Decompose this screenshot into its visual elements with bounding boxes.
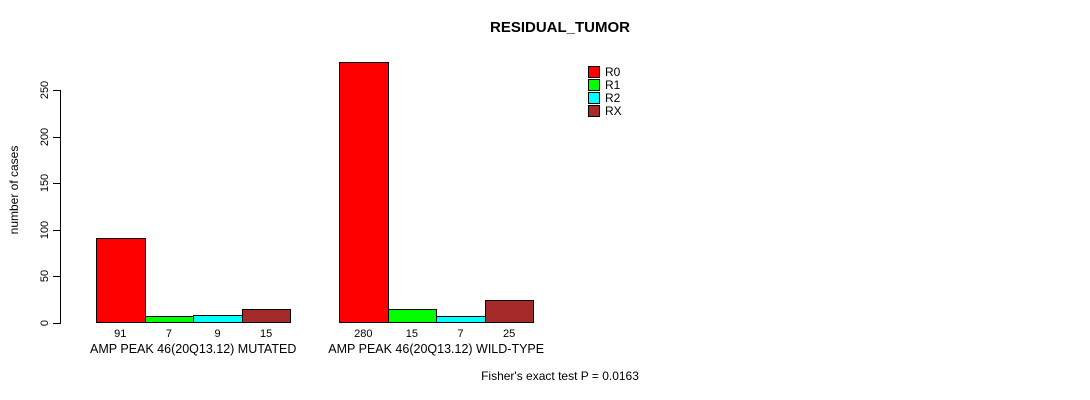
bar-value-label: 91 [114,328,127,340]
bar-value-label: 15 [259,328,273,340]
legend-label: R1 [605,78,621,93]
legend-swatch-r2 [588,91,600,104]
legend-label: RX [605,103,622,118]
bar-r1 [387,309,438,323]
y-tick-label: 50 [39,270,51,283]
bar-rx [241,309,292,323]
bar-value-label: 7 [165,328,172,340]
legend: R0 R1 R2 RX [588,65,622,118]
bar-r2 [193,315,243,323]
bar-value-label: 7 [457,328,464,340]
y-tick-mark [53,136,60,138]
bar-rx [484,300,535,323]
y-tick-label: 200 [39,127,51,146]
y-tick-mark [53,183,60,185]
bar-r0 [339,62,389,323]
legend-item-r0: R0 [588,65,622,80]
y-axis-line [60,90,61,324]
legend-label: R2 [605,91,621,105]
legend-item-r2: R2 [588,91,622,105]
y-tick-label: 100 [39,220,51,239]
y-tick-mark [53,90,60,91]
legend-item-r1: R1 [588,78,622,93]
bar-r1 [144,316,195,323]
bar-r2 [436,316,486,323]
y-tick-label: 250 [39,80,51,100]
y-axis-label: number of cases [7,145,21,235]
legend-swatch-r1 [588,79,600,92]
legend-item-rx: RX [588,103,622,118]
bar-value-label: 9 [214,328,221,340]
bar-value-label: 25 [502,328,516,340]
bar-value-label: 15 [405,328,419,340]
y-tick-label: 150 [39,174,51,193]
y-tick-mark [53,229,60,231]
legend-swatch-r0 [588,66,600,79]
y-tick-mark [53,323,60,324]
y-tick-mark [53,276,60,278]
chart-title: RESIDUAL_TUMOR [489,19,631,36]
stat-annotation: Fisher's exact test P = 0.0163 [481,369,639,383]
legend-label: R0 [605,65,621,80]
group-label: AMP PEAK 46(20Q13.12) WILD-TYPE [328,342,545,356]
group-label: AMP PEAK 46(20Q13.12) MUTATED [90,342,297,356]
bar-r0 [96,238,146,323]
y-tick-label: 0 [39,319,51,327]
legend-swatch-rx [588,104,600,117]
bar-value-label: 280 [354,328,373,340]
